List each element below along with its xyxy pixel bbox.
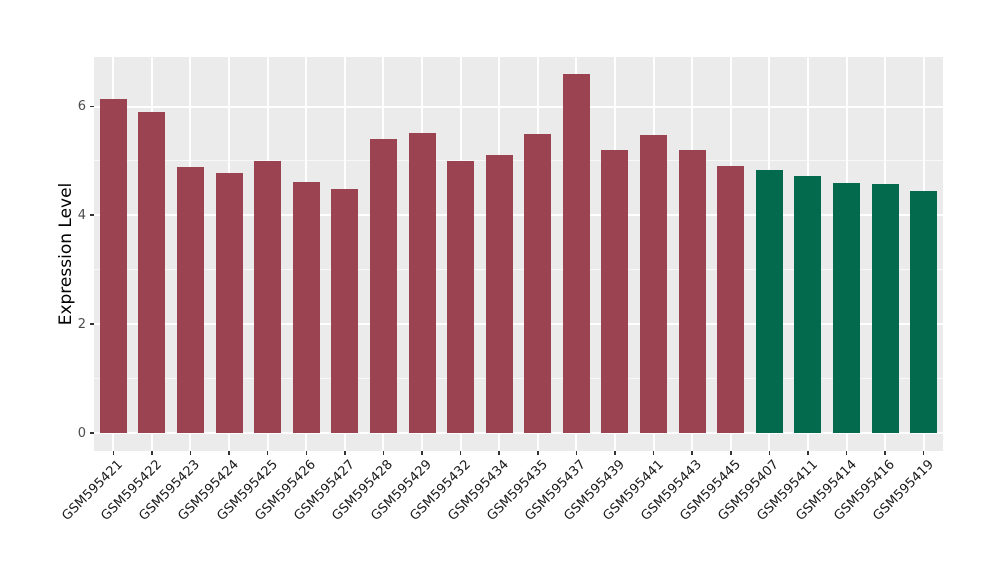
- y-tick-label-6: 6: [77, 99, 86, 115]
- x-tick-mark-GSM595416: [884, 451, 886, 455]
- gridline-major-y4: [94, 214, 943, 217]
- x-tick-mark-GSM595432: [459, 451, 462, 455]
- bar-GSM595434: [485, 154, 513, 434]
- x-tick-mark-GSM595425: [266, 451, 269, 455]
- x-tick-mark-GSM595419: [922, 451, 925, 455]
- bar-GSM595443: [678, 149, 706, 434]
- x-tick-mark-GSM595427: [344, 451, 346, 455]
- x-tick-mark-GSM595439: [614, 451, 616, 455]
- x-tick-mark-GSM595407: [768, 451, 771, 455]
- bar-GSM595426: [292, 182, 320, 434]
- bar-GSM595439: [601, 149, 629, 434]
- y-tick-mark-6: [90, 105, 94, 108]
- x-tick-mark-GSM595445: [730, 451, 732, 455]
- bar-GSM595407: [755, 169, 783, 434]
- x-tick-mark-GSM595435: [537, 451, 539, 455]
- bar-GSM595432: [447, 160, 475, 434]
- y-tick-label-4: 4: [77, 207, 86, 223]
- x-tick-mark-GSM595426: [305, 451, 307, 455]
- x-tick-mark-GSM595437: [575, 451, 578, 455]
- x-tick-mark-GSM595434: [498, 451, 500, 455]
- bar-GSM595424: [215, 172, 243, 434]
- bar-GSM595422: [138, 111, 166, 434]
- gridline-minor-y3: [94, 269, 943, 271]
- bar-GSM595429: [408, 132, 436, 434]
- gridline-major-y0: [94, 432, 943, 435]
- bar-GSM595411: [794, 176, 822, 434]
- x-tick-mark-GSM595421: [112, 451, 115, 455]
- bar-GSM595445: [717, 166, 745, 434]
- x-tick-mark-GSM595443: [691, 451, 693, 455]
- x-tick-mark-GSM595411: [807, 451, 809, 455]
- x-tick-mark-GSM595414: [845, 451, 848, 455]
- y-tick-label-0: 0: [77, 425, 86, 441]
- x-tick-mark-GSM595428: [382, 451, 385, 455]
- y-axis-title: Expression Level: [56, 182, 76, 326]
- x-tick-mark-GSM595422: [151, 451, 153, 455]
- bar-GSM595441: [640, 134, 668, 434]
- x-tick-mark-GSM595441: [652, 451, 655, 455]
- gridline-minor-y5: [94, 160, 943, 162]
- bar-GSM595421: [99, 99, 127, 434]
- x-tick-mark-GSM595429: [421, 451, 423, 455]
- y-tick-mark-4: [90, 214, 94, 216]
- y-tick-label-2: 2: [77, 316, 86, 332]
- bar-GSM595423: [176, 166, 204, 434]
- bar-GSM595428: [369, 139, 397, 434]
- gridline-major-y2: [94, 323, 943, 326]
- x-tick-mark-GSM595424: [228, 451, 230, 455]
- gridline-major-y6: [94, 105, 943, 108]
- y-tick-mark-0: [90, 432, 94, 434]
- bar-GSM595414: [833, 183, 861, 434]
- bar-GSM595419: [910, 191, 938, 434]
- bar-GSM595427: [331, 189, 359, 434]
- bar-GSM595437: [562, 74, 590, 434]
- bar-GSM595435: [524, 134, 552, 434]
- gridline-minor-y1: [94, 378, 943, 380]
- y-tick-mark-2: [90, 323, 94, 325]
- x-tick-mark-GSM595423: [189, 451, 192, 455]
- plot-panel: [94, 57, 943, 451]
- bar-GSM595416: [871, 184, 899, 434]
- bar-GSM595425: [254, 160, 282, 434]
